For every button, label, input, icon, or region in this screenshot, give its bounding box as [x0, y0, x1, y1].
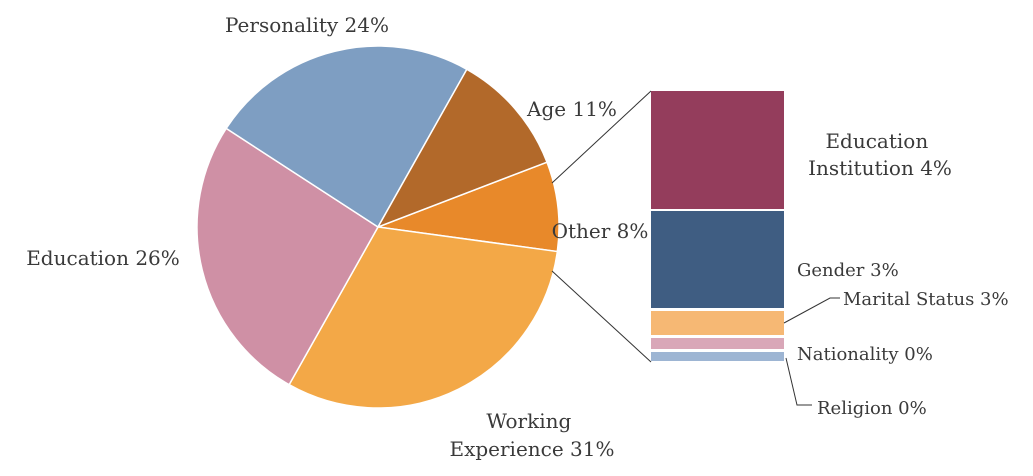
bar-marital-status — [651, 311, 784, 335]
label-nationality: Nationality 0% — [797, 344, 933, 365]
label-gender: Gender 3% — [797, 260, 899, 281]
leader-marital-status — [783, 297, 840, 324]
bar-gender — [651, 211, 784, 308]
pie-slice-personality — [225, 45, 468, 229]
pie-slice-working-experience — [288, 226, 559, 409]
bar-education-institution — [651, 91, 784, 209]
label-education: Education 26% — [26, 246, 180, 270]
label-working-experience-line1: Working — [486, 409, 571, 433]
pie-slice-age — [376, 68, 548, 229]
connector-bottom — [551, 270, 652, 363]
label-working-experience: Working Experience 31% — [449, 409, 614, 461]
label-personality: Personality 24% — [225, 13, 389, 37]
label-education-institution-line1: Education — [825, 129, 928, 153]
pie-slice-education — [196, 127, 379, 386]
label-religion: Religion 0% — [817, 398, 927, 419]
label-age: Age 11% — [526, 97, 617, 121]
label-other: Other 8% — [552, 219, 649, 243]
label-working-experience-line2: Experience 31% — [449, 437, 614, 461]
bar-nationality — [651, 338, 784, 349]
label-education-institution-line2: Institution 4% — [808, 156, 952, 180]
label-marital-status: Marital Status 3% — [843, 289, 1009, 310]
bar-religion — [651, 352, 784, 361]
pie-chart — [196, 45, 560, 409]
leader-religion — [785, 357, 812, 406]
pie-slice-other — [377, 161, 560, 253]
connector-top — [551, 90, 652, 184]
label-education-institution: Education Institution 4% — [808, 129, 952, 180]
stacked-bar — [651, 91, 784, 361]
